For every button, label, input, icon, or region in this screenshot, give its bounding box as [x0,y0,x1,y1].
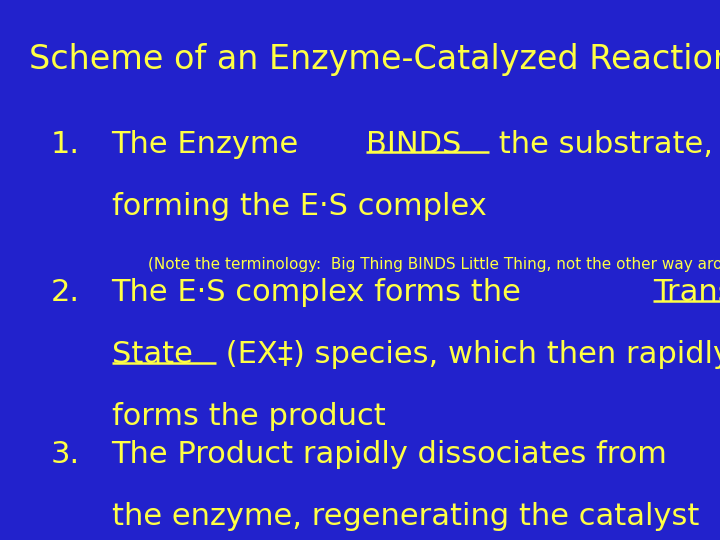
Text: The Enzyme: The Enzyme [112,130,309,159]
Text: (Note the terminology:  Big Thing BINDS Little Thing, not the other way around): (Note the terminology: Big Thing BINDS L… [148,257,720,272]
Text: 2.: 2. [50,278,79,307]
Text: The E·S complex forms the: The E·S complex forms the [112,278,531,307]
Text: Transition: Transition [653,278,720,307]
Text: State: State [112,340,192,369]
Text: 3.: 3. [50,440,79,469]
Text: the substrate,: the substrate, [489,130,713,159]
Text: Scheme of an Enzyme-Catalyzed Reaction: Scheme of an Enzyme-Catalyzed Reaction [29,43,720,76]
Text: the enzyme, regenerating the catalyst: the enzyme, regenerating the catalyst [112,502,699,531]
Text: 1.: 1. [50,130,79,159]
Text: The Product rapidly dissociates from: The Product rapidly dissociates from [112,440,667,469]
Text: BINDS: BINDS [366,130,462,159]
Text: forms the product: forms the product [112,402,385,431]
Text: forming the E·S complex: forming the E·S complex [112,192,486,221]
Text: (EX‡) species, which then rapidly: (EX‡) species, which then rapidly [216,340,720,369]
